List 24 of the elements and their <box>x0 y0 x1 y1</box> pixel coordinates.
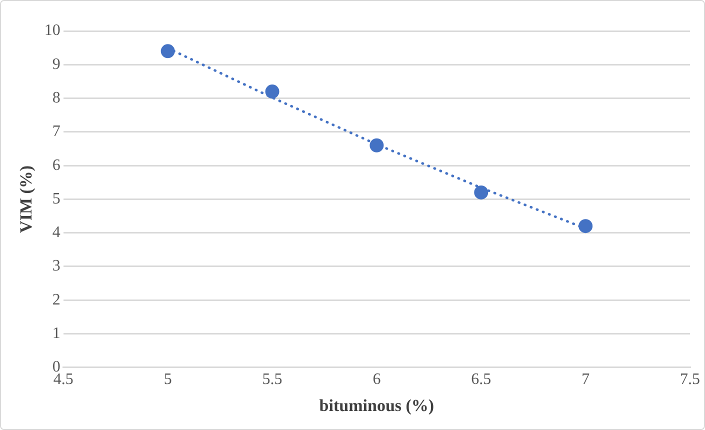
y-tick-label: 2 <box>52 291 60 308</box>
x-tick-label: 5.5 <box>262 371 282 388</box>
y-tick-label: 10 <box>44 22 60 40</box>
point <box>370 138 384 152</box>
y-tick-label: 3 <box>52 258 60 275</box>
x-axis-title: bituminous (%) <box>319 396 434 416</box>
x-tick-label: 7 <box>582 371 590 388</box>
point <box>265 84 280 99</box>
x-tick-label: 6.5 <box>471 371 492 388</box>
x-tick-label: 7.5 <box>680 371 700 388</box>
x-tick-label: 4.5 <box>53 371 74 388</box>
y-tick-label: 7 <box>52 123 60 140</box>
y-tick-label: 8 <box>52 89 60 106</box>
point <box>474 185 488 200</box>
x-tick-label: 6 <box>372 371 381 388</box>
x-tick-label: 5 <box>164 371 172 388</box>
point <box>160 44 175 58</box>
point <box>578 219 593 234</box>
y-tick-label: 9 <box>52 56 60 73</box>
y-tick-label: 1 <box>52 324 60 342</box>
y-axis-title: VIM (%) <box>16 165 36 233</box>
y-tick-label: 5 <box>52 190 60 208</box>
y-tick-label: 4 <box>52 224 60 242</box>
y-tick-label: 6 <box>52 156 60 174</box>
